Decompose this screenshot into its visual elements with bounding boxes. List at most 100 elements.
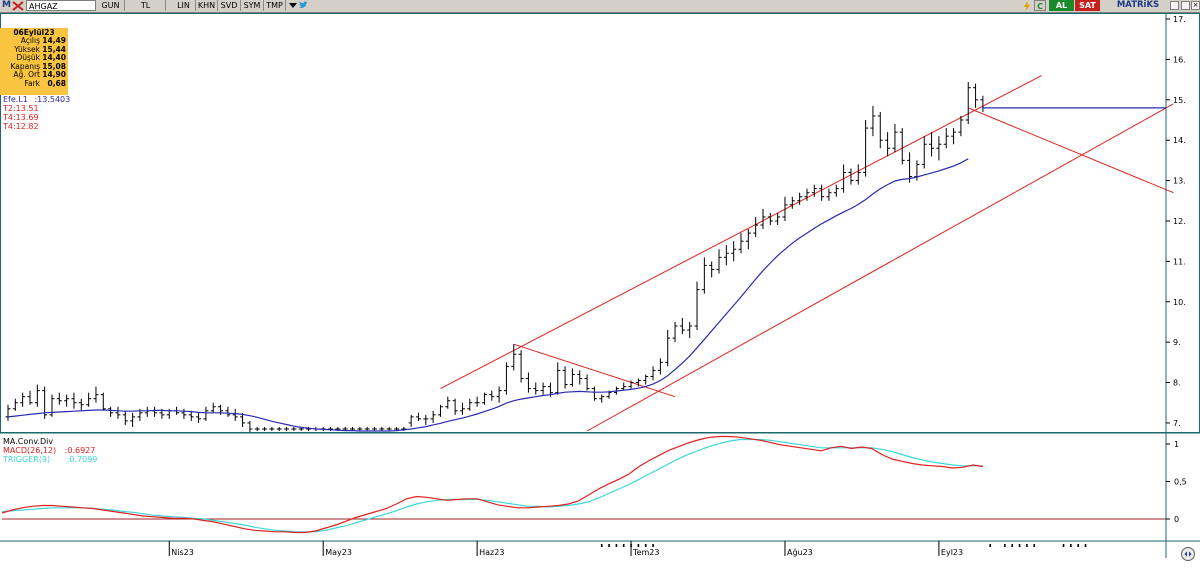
ohlc-bar: [848, 168, 854, 185]
c-button[interactable]: C: [1034, 0, 1046, 11]
event-marker: [637, 544, 640, 547]
sym-button[interactable]: SYM: [241, 0, 264, 11]
ohlc-bar: [525, 372, 531, 393]
twitter-icon[interactable]: [298, 1, 308, 10]
info-label: Kapanış: [10, 61, 40, 71]
ohlc-bar: [797, 192, 803, 205]
ohlc-bar: [767, 212, 773, 226]
dropdown-arrow-icon[interactable]: [289, 3, 297, 8]
ohlc-bar: [56, 392, 62, 405]
toolbar: M AHGAZ GUN TL LIN KHN SVD SYM TMP C AL …: [0, 0, 1200, 13]
ohlc-bar: [518, 350, 524, 383]
info-value: 14,49: [42, 36, 66, 45]
ohlc-bar: [489, 390, 495, 401]
info-label: Yüksek: [14, 44, 40, 54]
buy-button[interactable]: AL: [1049, 0, 1074, 11]
ohlc-bar: [49, 394, 55, 417]
ohlc-bar: [672, 321, 678, 343]
macd-legend: MACD(26,12) :0.6927: [3, 446, 95, 455]
ohlc-bar: [42, 386, 48, 419]
event-marker: [644, 544, 647, 547]
ohlc-bar: [951, 128, 957, 145]
info-row-wavg: Ağ. Ort 14,90: [0, 70, 68, 80]
ohlc-bar: [679, 317, 685, 335]
ma-legend-value: :13.5403: [34, 95, 71, 104]
info-row-open: Açılış 14,49: [0, 36, 68, 46]
ma-line: [7, 158, 969, 432]
macd-pane: [1, 435, 1166, 534]
svd-button[interactable]: SVD: [218, 0, 241, 11]
y-tick-label: 14.: [1173, 136, 1186, 145]
ohlc-bar: [452, 398, 458, 415]
ohlc-bar: [958, 115, 964, 137]
ohlc-bar: [591, 386, 597, 401]
linear-scale-button[interactable]: LIN: [172, 0, 196, 11]
ohlc-bar: [276, 426, 282, 431]
ohlc-bar: [130, 412, 136, 427]
trigger-line: [1, 438, 983, 533]
level-legend: T2:13.51: [3, 104, 39, 113]
ohlc-bar: [870, 105, 876, 137]
ohlc-bar: [5, 404, 11, 421]
ohlc-bar: [921, 136, 927, 169]
ohlc-bar: [885, 132, 891, 157]
event-marker: [1077, 544, 1079, 547]
period-button[interactable]: GUN: [97, 0, 125, 11]
ohlc-bar: [753, 216, 759, 238]
info-value: 15,44: [42, 44, 66, 54]
trigger-legend-value: :0.7099: [66, 455, 98, 464]
info-row-close: Kapanış 15,08: [0, 61, 68, 72]
ohlc-bar: [936, 136, 942, 161]
ohlc-bar: [709, 261, 715, 278]
ohlc-bar: [577, 370, 583, 385]
restore-icon[interactable]: [1181, 1, 1190, 10]
ohlc-bar: [782, 196, 788, 221]
tmp-button[interactable]: TMP: [264, 0, 286, 11]
macd-title: MA.Conv.Div: [3, 437, 54, 446]
event-marker: [1026, 544, 1028, 547]
ohlc-bar: [122, 410, 128, 425]
ohlc-bar: [240, 412, 246, 427]
ohlc-bar: [284, 426, 290, 431]
trend-line-resistance: [968, 107, 1174, 194]
ohlc-info-box: 06Eylül23 Açılış 14,49 Yüksek 15,44 Düşük 1…: [0, 28, 68, 95]
level-legend: T4:13.69: [3, 113, 39, 122]
macd-y-tick-label: 0: [1174, 515, 1179, 524]
ohlc-bar: [569, 368, 575, 387]
ohlc-bar: [511, 344, 517, 371]
ohlc-bar: [386, 426, 392, 431]
ohlc-bar: [892, 124, 898, 153]
info-value: 14,40: [42, 53, 66, 62]
ohlc-bar: [108, 406, 114, 417]
ohlc-bar: [841, 164, 847, 193]
ohlc-bar: [247, 420, 253, 434]
symbol-input[interactable]: AHGAZ: [26, 0, 96, 11]
ohlc-bar: [203, 406, 209, 421]
sell-button[interactable]: SAT: [1075, 0, 1100, 11]
minimize-icon[interactable]: [1170, 1, 1179, 10]
ohlc-bar: [503, 362, 509, 395]
khn-button[interactable]: KHN: [196, 0, 218, 11]
info-value: 0,68: [47, 78, 66, 88]
y-tick-label: 15.: [1173, 96, 1186, 105]
currency-button[interactable]: TL: [126, 0, 166, 11]
ohlc-bar: [372, 426, 377, 431]
event-marker: [1011, 544, 1014, 547]
close-icon[interactable]: ×: [1191, 1, 1200, 10]
ohlc-bar: [965, 82, 971, 125]
ohlc-bar: [415, 412, 421, 421]
ohlc-bar: [635, 378, 641, 387]
ohlc-bar: [716, 249, 722, 274]
alarm-icon[interactable]: [1023, 1, 1031, 11]
info-date: 06Eylül23: [13, 28, 55, 37]
ohlc-bar: [694, 281, 700, 331]
ohlc-bar: [291, 426, 297, 431]
ohlc-bar: [540, 382, 546, 395]
event-marker: [1033, 544, 1035, 547]
ohlc-bar: [789, 196, 795, 209]
scroll-reset-icon[interactable]: [1181, 547, 1195, 561]
y-tick-label: 17.: [1173, 15, 1186, 24]
app-logo: M: [2, 0, 11, 10]
ohlc-bar: [232, 408, 238, 421]
chart-area[interactable]: 7. 8. 9. 10. 11. 12. 13. 14. 15. 16. 17. 0 0,5 1 Nis23…: [0, 13, 1200, 572]
